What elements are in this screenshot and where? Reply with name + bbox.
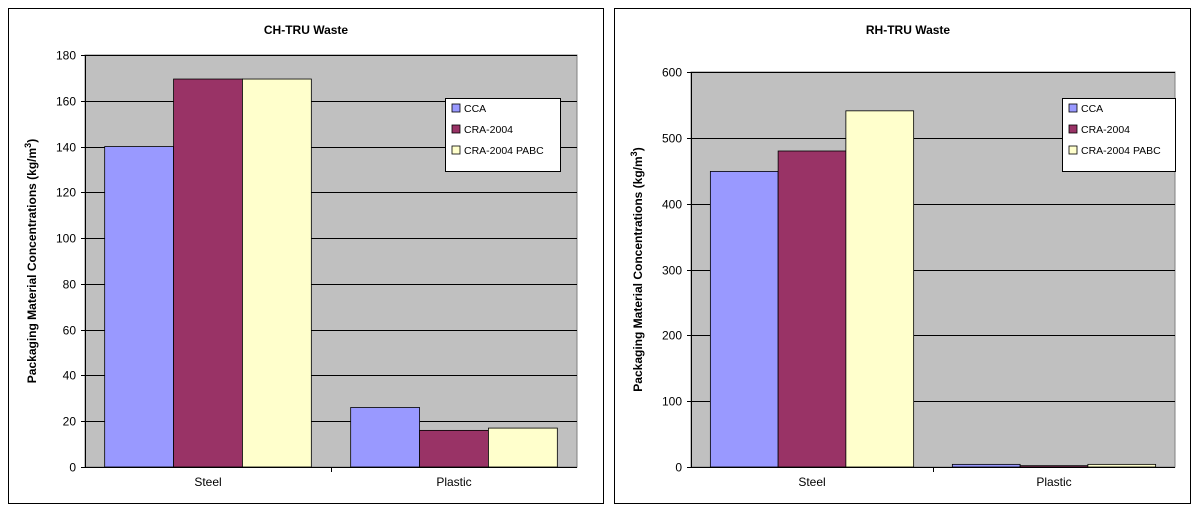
legend-swatch [451,103,461,113]
x-category-label: Steel [194,475,221,489]
y-axis-label-suffix: ) [25,139,39,143]
x-category-label: Plastic [436,475,471,489]
bar [350,407,420,468]
bar [777,150,847,468]
y-axis-label-main: Packaging Material Concentrations (kg/m [631,156,645,391]
bar [104,146,174,468]
legend-swatch [1068,145,1078,155]
bar [242,78,312,468]
legend-label: CRA-2004 [1081,124,1130,136]
y-tick-label: 120 [56,186,76,200]
y-axis-label-superscript: 3 [629,151,639,156]
bar [1019,465,1089,468]
bar [419,429,489,468]
y-tick-label: 200 [662,329,682,343]
y-tick-label: 100 [662,395,682,409]
chart-title: CH-TRU Waste [264,23,349,37]
y-axis-label-suffix: ) [631,147,645,151]
y-tick-label: 0 [675,461,682,475]
y-tick-label: 140 [56,141,76,155]
legend-label: CRA-2004 PABC [1081,145,1161,157]
legend [1062,98,1176,172]
x-category-label: Plastic [1036,475,1071,489]
ch-tru-chart: CH-TRU Waste 0 20 40 60 80 100 120 140 160 180 Stee… [23,23,578,489]
y-tick-label: 80 [63,278,77,292]
y-tick-label: 500 [662,132,682,146]
bar [845,110,915,468]
y-axis-label-main: Packaging Material Concentrations (kg/m [25,148,39,383]
bar [1087,463,1157,468]
legend-swatch [451,145,461,155]
y-tick-label: 60 [63,324,77,338]
bar [173,78,243,468]
legend-swatch [1068,103,1078,113]
y-axis-label: Packaging Material Concentrations (kg/m3… [629,147,645,391]
rh-tru-chart-panel: RH-TRU Waste 0 100 200 300 400 500 600 Steel Plas… [614,8,1191,504]
y-tick-label: 400 [662,198,682,212]
y-tick-label: 0 [69,461,76,475]
y-tick-label: 160 [56,95,76,109]
legend-label: CRA-2004 [464,124,513,136]
bar [488,427,558,468]
legend-label: CRA-2004 PABC [464,145,544,157]
legend [445,98,561,172]
y-tick-label: 180 [56,49,76,63]
y-axis-label-superscript: 3 [23,143,33,148]
rh-tru-chart: RH-TRU Waste 0 100 200 300 400 500 600 Steel Plas… [629,23,1176,489]
bar [951,463,1021,468]
y-tick-label: 100 [56,232,76,246]
ch-tru-chart-panel: CH-TRU Waste 0 20 40 60 80 100 120 140 160 180 Stee… [8,8,604,504]
legend-swatch [1068,124,1078,134]
y-tick-label: 600 [662,66,682,80]
y-tick-label: 20 [63,415,77,429]
legend-label: CCA [464,103,486,115]
legend-label: CCA [1081,103,1103,115]
y-tick-label: 300 [662,264,682,278]
x-category-label: Steel [798,475,825,489]
bar [709,171,779,468]
y-tick-label: 40 [63,369,77,383]
legend-swatch [451,124,461,134]
chart-title: RH-TRU Waste [866,23,951,37]
y-axis-label: Packaging Material Concentrations (kg/m3… [23,139,39,383]
